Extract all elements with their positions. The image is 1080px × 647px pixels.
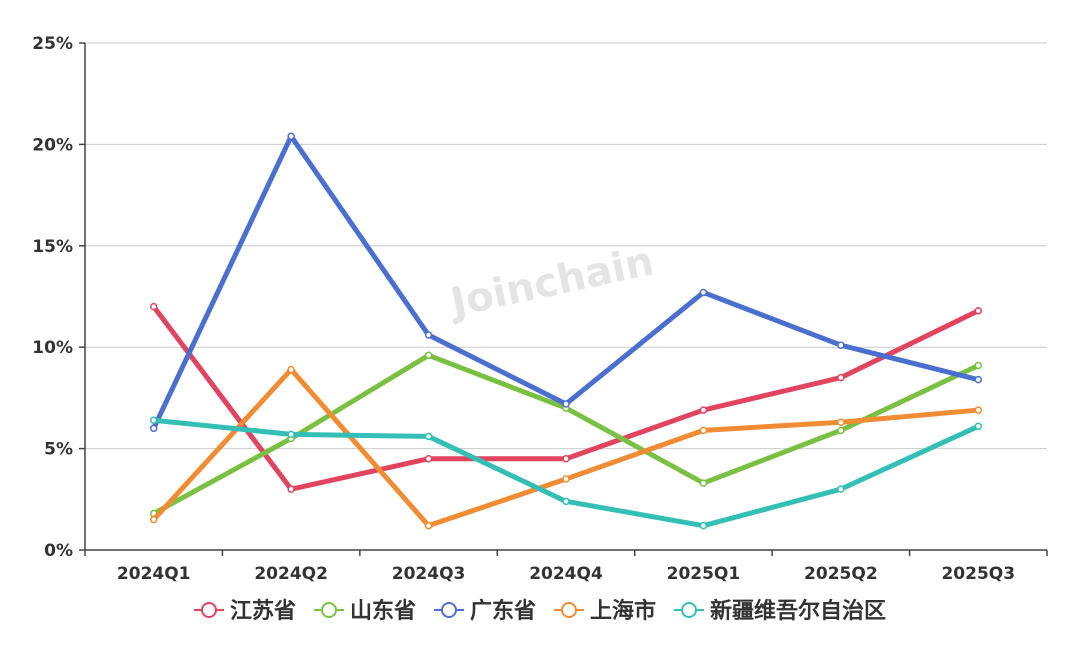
legend-label: 新疆维吾尔自治区	[710, 598, 886, 624]
y-tick-label: 10%	[32, 338, 73, 358]
data-point[interactable]	[424, 432, 433, 441]
watermark-text: Joinchain	[444, 238, 658, 326]
x-tick-label: 2025Q2	[804, 564, 878, 584]
x-tick-label: 2024Q3	[392, 564, 466, 584]
legend: 江苏省 山东省 广东省 上海市 新疆维吾尔自治区	[194, 598, 886, 624]
legend-symbol-marker	[561, 602, 577, 618]
x-tick-label: 2024Q1	[117, 564, 191, 584]
data-point[interactable]	[424, 351, 433, 360]
y-tick-label: 15%	[32, 237, 73, 257]
x-tick-label: 2024Q2	[254, 564, 328, 584]
data-point[interactable]	[837, 418, 845, 426]
series-3	[149, 365, 983, 530]
legend-label: 山东省	[350, 598, 416, 624]
series-0	[149, 302, 983, 493]
data-point[interactable]	[562, 400, 570, 408]
data-point[interactable]	[562, 497, 570, 506]
y-tick-label: 0%	[44, 541, 73, 561]
legend-label: 上海市	[590, 598, 656, 624]
data-point[interactable]	[699, 288, 708, 297]
data-point[interactable]	[699, 521, 708, 530]
x-tick-label: 2025Q1	[667, 564, 741, 584]
y-tick-label: 25%	[32, 34, 73, 54]
data-point[interactable]	[699, 406, 708, 414]
data-point[interactable]	[974, 361, 983, 370]
data-point[interactable]	[287, 430, 295, 439]
data-point[interactable]	[974, 422, 983, 431]
data-point[interactable]	[974, 406, 983, 414]
legend-item-4[interactable]: 新疆维吾尔自治区	[674, 598, 886, 624]
data-point[interactable]	[424, 331, 433, 339]
data-point[interactable]	[837, 341, 845, 349]
y-tick-label: 20%	[32, 135, 73, 155]
data-point[interactable]	[699, 426, 708, 435]
data-point[interactable]	[149, 302, 158, 311]
legend-symbol-marker	[201, 602, 217, 618]
legend-label: 江苏省	[230, 598, 296, 624]
legend-item-3[interactable]: 上海市	[554, 598, 656, 624]
legend-item-2[interactable]: 广东省	[434, 598, 536, 624]
legend-symbol-marker	[321, 602, 337, 618]
data-point[interactable]	[562, 475, 570, 483]
data-point[interactable]	[149, 416, 158, 424]
data-point[interactable]	[837, 426, 845, 435]
data-point[interactable]	[287, 132, 295, 141]
legend-item-1[interactable]: 山东省	[314, 598, 416, 624]
data-point[interactable]	[149, 515, 158, 524]
series-4	[149, 416, 983, 530]
data-point[interactable]	[837, 373, 845, 382]
data-point[interactable]	[699, 479, 708, 487]
legend-symbol-marker	[441, 602, 457, 618]
legend-symbol-marker	[681, 602, 697, 618]
data-point[interactable]	[562, 454, 570, 463]
data-point[interactable]	[837, 485, 845, 493]
axes: 0% 5% 10% 15% 20% 25% 2024Q1 2024Q2 2024Q3 2024Q4…	[32, 34, 1048, 584]
series-lines	[149, 132, 983, 530]
y-tick-label: 5%	[44, 440, 73, 460]
grid-lines	[85, 42, 1047, 450]
data-point[interactable]	[424, 454, 433, 463]
x-tick-label: 2024Q4	[529, 564, 603, 584]
data-point[interactable]	[974, 306, 983, 315]
legend-label: 广东省	[470, 598, 536, 624]
data-point[interactable]	[424, 521, 433, 530]
data-point[interactable]	[287, 365, 295, 374]
x-tick-label: 2025Q3	[941, 564, 1015, 584]
data-point[interactable]	[287, 485, 295, 493]
legend-item-0[interactable]: 江苏省	[194, 598, 296, 624]
series-2	[149, 132, 983, 433]
data-point[interactable]	[149, 424, 158, 433]
data-point[interactable]	[974, 375, 983, 384]
